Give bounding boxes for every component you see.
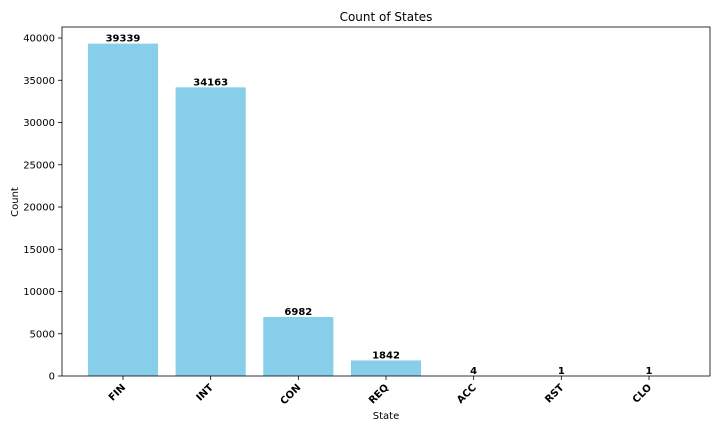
data-label: 4 (470, 366, 477, 377)
y-tick-label: 15000 (23, 245, 55, 256)
y-tick-label: 40000 (23, 34, 55, 45)
data-label: 39339 (106, 34, 141, 45)
x-tick-label: CON (279, 382, 304, 407)
x-tick-label: CLO (631, 382, 654, 405)
bar (88, 44, 158, 376)
x-tick-label: ACC (455, 382, 479, 406)
chart-title: Count of States (340, 10, 433, 24)
bars-group: 39339 34163 6982 1842 4 1 1 (88, 34, 684, 377)
y-tick-label: 10000 (23, 287, 55, 298)
bar (263, 317, 333, 376)
y-tick-label: 25000 (23, 160, 55, 171)
x-axis-title: State (373, 411, 399, 422)
y-axis-title: Count (10, 187, 21, 217)
data-label: 1 (558, 366, 565, 377)
y-axis: 0 5000 10000 15000 20000 25000 30000 35000 40000 (23, 34, 62, 383)
data-label: 1842 (372, 350, 400, 361)
bar (351, 360, 421, 376)
plot-frame (62, 27, 710, 376)
y-tick-label: 35000 (23, 76, 55, 87)
data-label: 34163 (193, 77, 228, 88)
data-label: 6982 (284, 307, 312, 318)
y-tick-label: 0 (49, 372, 55, 383)
y-tick-label: 5000 (30, 329, 55, 340)
data-label: 1 (646, 366, 653, 377)
x-tick-label: FIN (107, 382, 128, 403)
x-axis: FIN INT CON REQ ACC RST CLO (107, 376, 654, 407)
x-tick-label: REQ (367, 382, 391, 406)
y-tick-label: 30000 (23, 118, 55, 129)
bar (176, 87, 246, 376)
x-tick-label: INT (195, 382, 216, 403)
x-tick-label: RST (543, 382, 566, 405)
y-tick-label: 20000 (23, 203, 55, 214)
